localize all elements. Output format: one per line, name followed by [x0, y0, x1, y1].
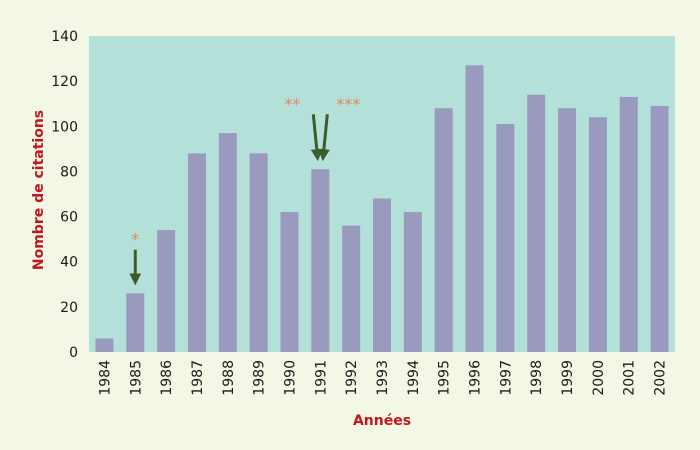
x-axis-title: Années	[353, 413, 411, 429]
x-tick-label: 1992	[344, 360, 360, 396]
x-tick-label: 1994	[406, 360, 422, 396]
bar-1990	[280, 212, 299, 352]
bar-1993	[373, 198, 391, 352]
bar-1992	[342, 225, 361, 352]
bar-1996	[465, 65, 484, 352]
bar-2001	[619, 96, 638, 352]
bar-1988	[218, 133, 237, 352]
bar-1987	[187, 153, 206, 352]
bar-1994	[403, 212, 422, 352]
y-tick-label: 80	[60, 164, 78, 180]
annotation-arrow	[317, 114, 330, 162]
bar-1995	[434, 108, 453, 352]
bar-2000	[588, 117, 607, 352]
x-tick-label: 1991	[313, 360, 329, 396]
y-tick-label: 60	[60, 210, 78, 226]
x-tick-label: 1998	[529, 360, 545, 396]
x-tick-label: 1996	[468, 360, 484, 396]
x-tick-label: 2001	[622, 360, 638, 396]
x-tick-label: 2002	[653, 360, 669, 396]
x-tick-label: 1995	[437, 360, 453, 396]
bar-1991	[311, 169, 330, 352]
x-tick-label: 1997	[498, 360, 514, 396]
annotation-marker: ***	[336, 94, 360, 113]
y-tick-label: 20	[60, 300, 78, 316]
x-tick-label: 2000	[591, 360, 607, 396]
x-tick-label: 1984	[97, 360, 113, 396]
bar-1999	[558, 108, 577, 352]
x-tick-label: 1999	[560, 360, 576, 396]
bar-1998	[527, 94, 546, 352]
x-tick-label: 1986	[159, 360, 175, 396]
x-tick-label: 1985	[128, 360, 144, 396]
x-tick-label: 1990	[282, 360, 298, 396]
x-tick-label: 1988	[221, 360, 237, 396]
bar-1989	[249, 153, 268, 352]
x-tick-label: 1987	[190, 360, 206, 396]
bar-1997	[496, 124, 515, 353]
annotation-arrow	[310, 114, 323, 162]
y-tick-label: 140	[51, 29, 78, 45]
bar-1985	[126, 293, 145, 352]
annotation-marker: *	[131, 230, 139, 249]
y-tick-label: 120	[51, 74, 78, 90]
bar-2002	[650, 105, 669, 352]
y-axis-title: Nombre de citations	[31, 110, 47, 270]
y-tick-label: 0	[69, 345, 78, 361]
annotation-marker: **	[284, 94, 300, 113]
y-tick-label: 40	[60, 255, 78, 271]
bar-1986	[157, 230, 176, 352]
y-tick-label: 100	[51, 119, 78, 135]
x-tick-label: 1989	[252, 360, 268, 396]
bar-1984	[95, 338, 114, 352]
x-tick-label: 1993	[375, 360, 391, 396]
